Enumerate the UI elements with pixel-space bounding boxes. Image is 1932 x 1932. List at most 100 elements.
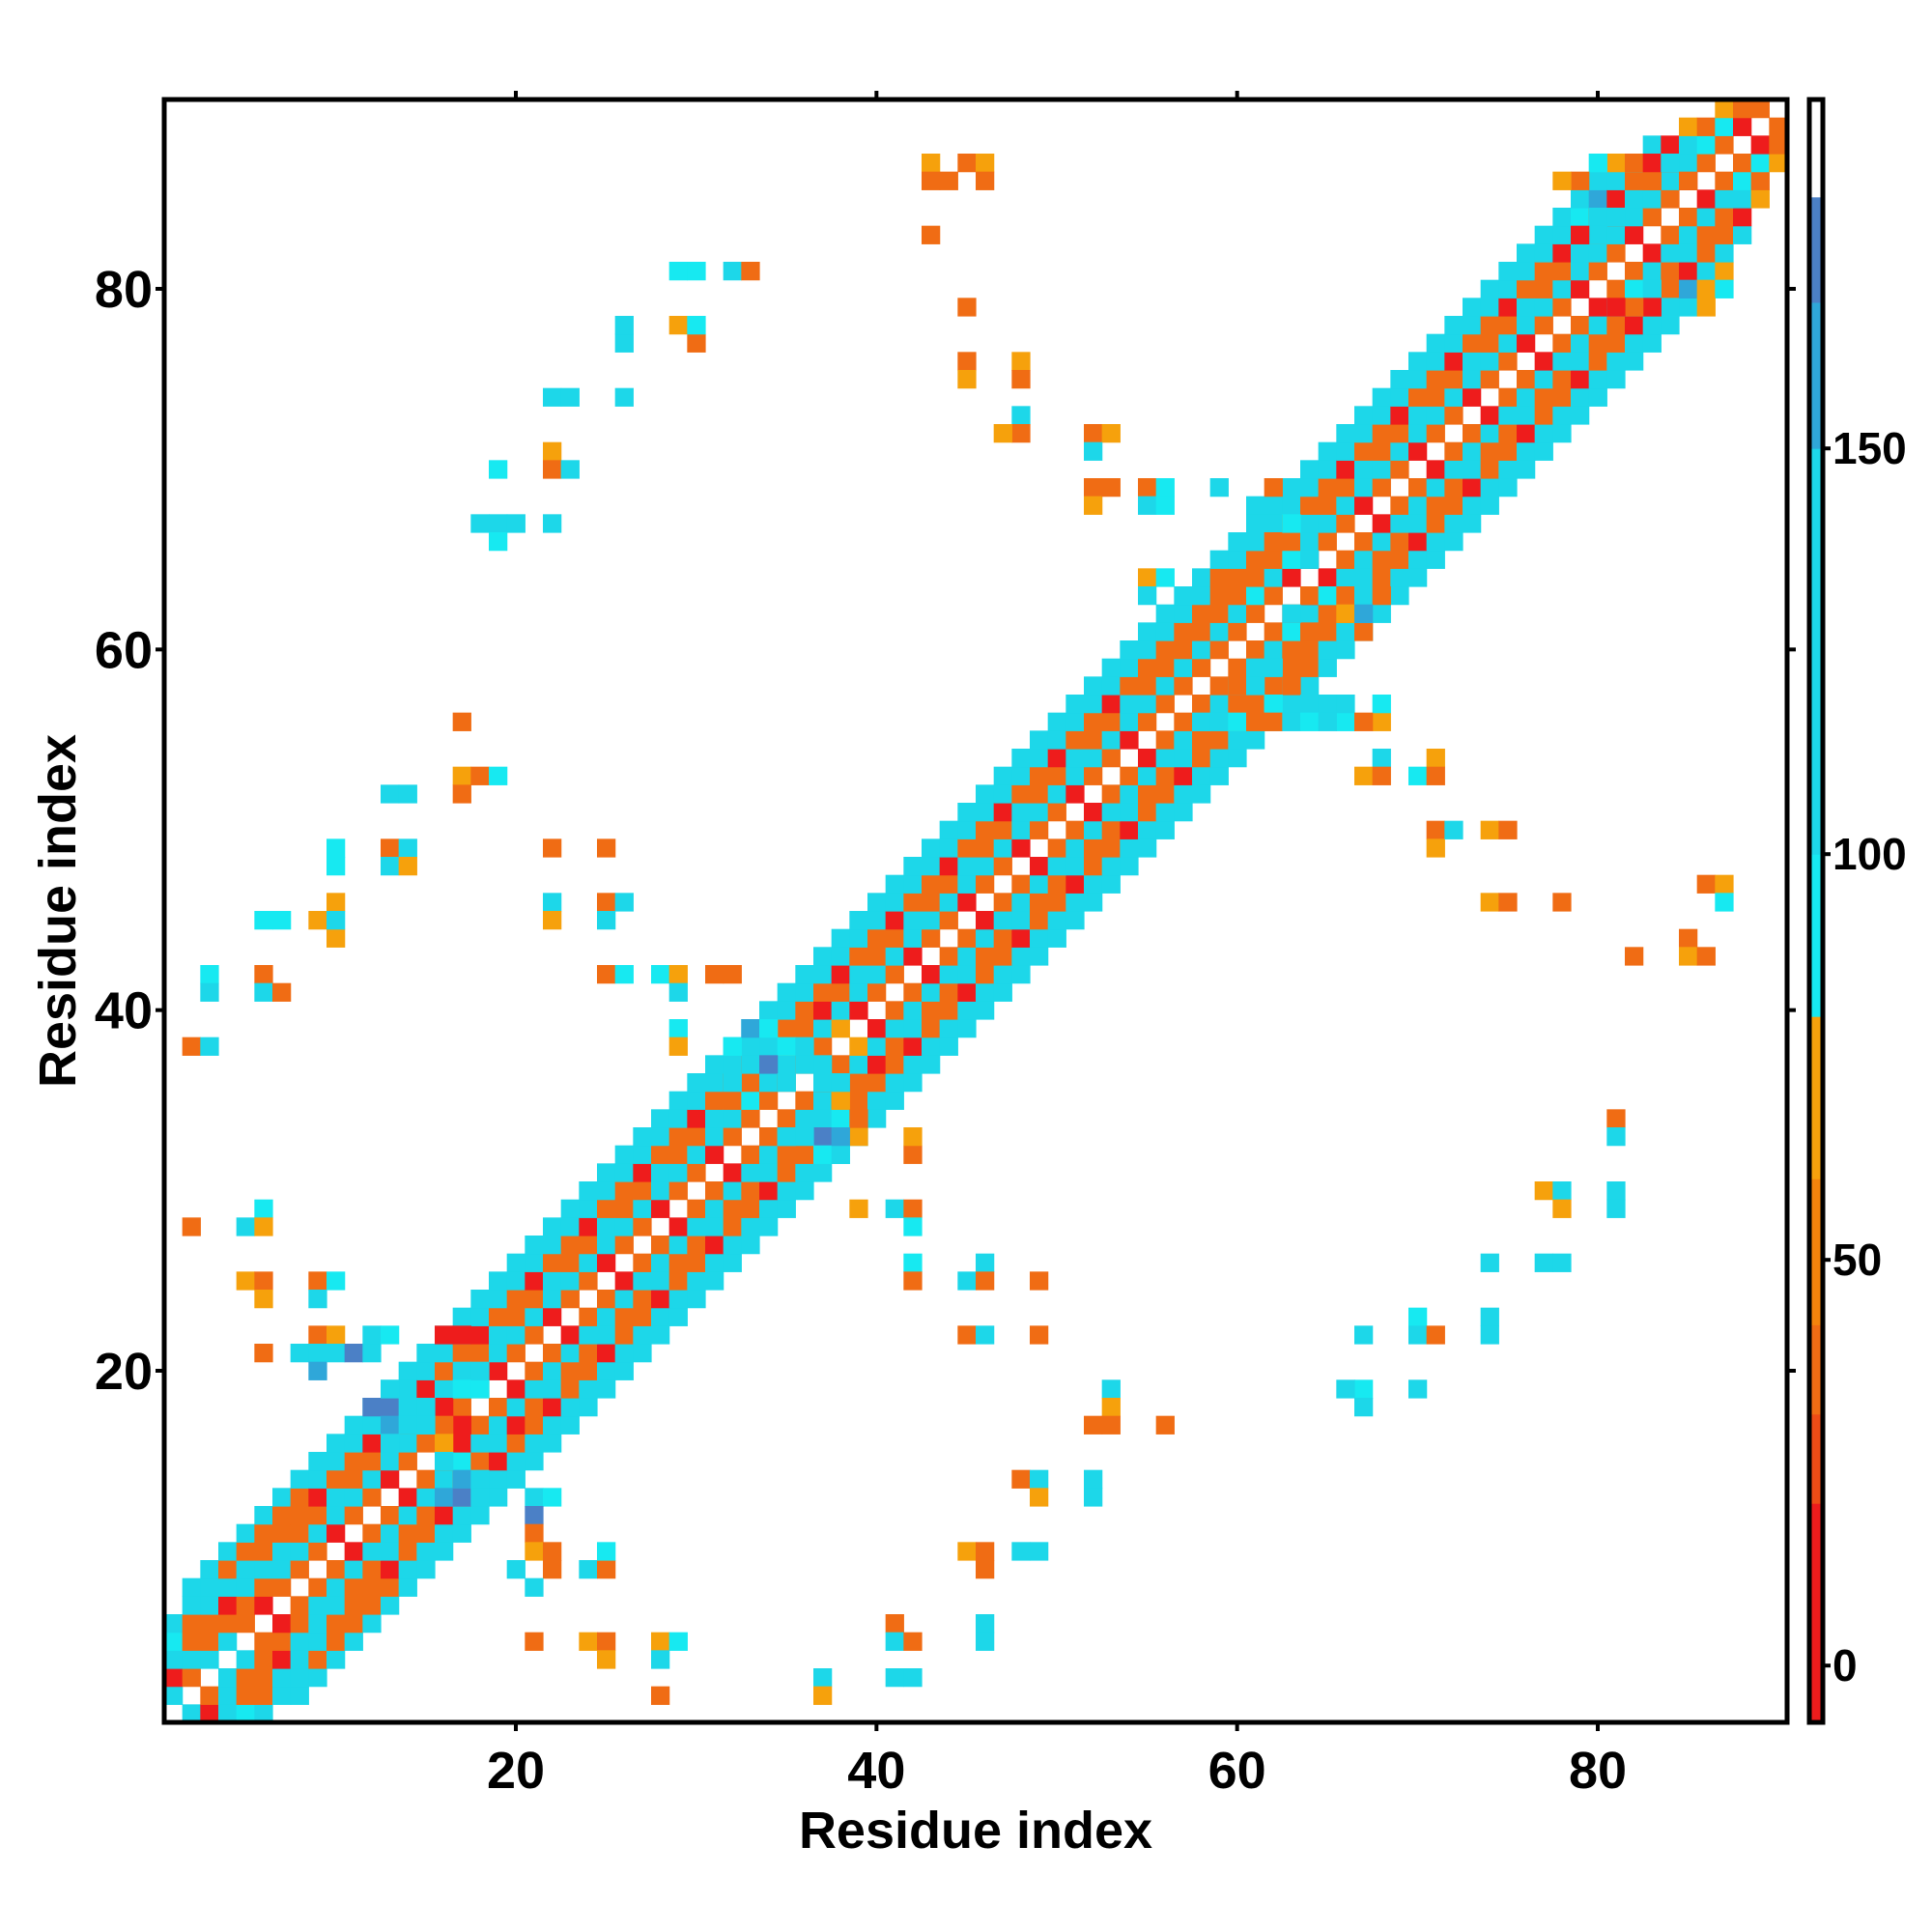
heatmap-cell: [290, 1542, 309, 1561]
heatmap-cell: [1011, 424, 1031, 443]
heatmap-cell: [1192, 730, 1211, 750]
heatmap-cell: [597, 1361, 616, 1380]
heatmap-cell: [1264, 712, 1283, 731]
heatmap-cell: [957, 857, 977, 876]
heatmap-cell: [705, 1127, 724, 1147]
heatmap-cell: [597, 893, 616, 912]
heatmap-cell: [1192, 766, 1211, 785]
heatmap-cell: [668, 262, 688, 281]
heatmap-cell: [1372, 766, 1391, 785]
heatmap-cell: [1408, 478, 1428, 497]
heatmap-cell: [1372, 478, 1391, 497]
heatmap-cell: [957, 965, 977, 984]
heatmap-cell: [668, 1632, 688, 1651]
heatmap-cell: [308, 1668, 327, 1688]
heatmap-cell: [489, 1290, 508, 1309]
heatmap-cell: [614, 1307, 634, 1326]
heatmap-cell: [327, 1506, 346, 1525]
heatmap-cell: [1047, 911, 1066, 930]
heatmap-cell: [813, 1091, 833, 1110]
heatmap-cell: [1209, 604, 1229, 623]
heatmap-cell: [777, 1199, 796, 1218]
heatmap-cell: [831, 1019, 850, 1038]
heatmap-cell: [470, 1434, 490, 1453]
heatmap-cell: [327, 1488, 346, 1507]
x-tick-label: 20: [487, 1742, 545, 1800]
heatmap-cell: [1444, 352, 1463, 371]
heatmap-cell: [795, 982, 814, 1002]
heatmap-cell: [579, 1217, 598, 1236]
heatmap-cell: [885, 1199, 904, 1218]
heatmap-cell: [452, 1379, 471, 1399]
heatmap-cell: [867, 1073, 887, 1093]
heatmap-cell: [200, 1614, 219, 1634]
heatmap-cell: [452, 1415, 471, 1435]
heatmap-cell: [614, 1145, 634, 1164]
heatmap-cell: [1101, 874, 1121, 894]
heatmap-cell: [1318, 441, 1337, 461]
heatmap-cell: [525, 1236, 544, 1255]
heatmap-cell: [1733, 171, 1752, 190]
heatmap-cell: [885, 1614, 904, 1634]
heatmap-cell: [327, 1325, 346, 1345]
heatmap-cell: [651, 1632, 670, 1651]
heatmap-cell: [668, 1037, 688, 1056]
heatmap-cell: [633, 1163, 652, 1182]
heatmap-cell: [344, 1632, 363, 1651]
heatmap-cell: [272, 1686, 292, 1705]
heatmap-cell: [885, 911, 904, 930]
heatmap-cell: [506, 1415, 526, 1435]
heatmap-cell: [976, 857, 995, 876]
heatmap-cell: [759, 1199, 779, 1218]
heatmap-cell: [1011, 803, 1031, 822]
heatmap-cell: [452, 1434, 471, 1453]
heatmap-cell: [1192, 604, 1211, 623]
heatmap-cell: [1480, 333, 1499, 353]
heatmap-cell: [1047, 857, 1066, 876]
heatmap-cell: [470, 1415, 490, 1435]
heatmap-cell: [1065, 874, 1085, 894]
heatmap-cell: [759, 1037, 779, 1056]
heatmap-cell: [381, 1398, 400, 1417]
heatmap-cell: [1030, 1325, 1049, 1345]
heatmap-cell: [1480, 893, 1499, 912]
heatmap-cell: [308, 1506, 327, 1525]
heatmap-cell: [1408, 370, 1428, 389]
heatmap-cell: [381, 1415, 400, 1435]
heatmap-cell: [1282, 640, 1301, 660]
x-tick-label: 60: [1208, 1742, 1266, 1800]
heatmap-cell: [272, 911, 292, 930]
heatmap-cell: [1696, 243, 1716, 263]
heatmap-cell: [1228, 586, 1247, 606]
heatmap-cell: [254, 1506, 273, 1525]
heatmap-cell: [1336, 568, 1355, 587]
heatmap-cell: [327, 1632, 346, 1651]
heatmap-cell: [1517, 298, 1536, 317]
heatmap-cell: [1047, 712, 1066, 731]
heatmap-cell: [1517, 316, 1536, 335]
heatmap-cell: [344, 1344, 363, 1363]
heatmap-cell: [1318, 712, 1337, 731]
heatmap-cell: [723, 1253, 742, 1272]
colorbar-band: [1809, 854, 1823, 1017]
heatmap-cell: [543, 514, 562, 533]
heatmap-cell: [668, 1271, 688, 1291]
heatmap-cell: [1030, 784, 1049, 804]
heatmap-cell: [1282, 496, 1301, 515]
heatmap-cell: [1192, 784, 1211, 804]
heatmap-cell: [327, 1577, 346, 1597]
heatmap-cell: [308, 1271, 327, 1291]
heatmap-cell: [1011, 893, 1031, 912]
heatmap-cell: [1228, 749, 1247, 768]
heatmap-cell: [668, 1019, 688, 1038]
heatmap-cell: [668, 1253, 688, 1272]
heatmap-cell: [182, 1650, 201, 1669]
heatmap-cell: [1408, 441, 1428, 461]
heatmap-cell: [416, 1506, 436, 1525]
heatmap-cell: [741, 1217, 760, 1236]
heatmap-cell: [1228, 604, 1247, 623]
heatmap-cell: [867, 982, 887, 1002]
heatmap-cell: [1300, 640, 1320, 660]
heatmap-cell: [1246, 568, 1265, 587]
heatmap-cell: [1588, 370, 1607, 389]
